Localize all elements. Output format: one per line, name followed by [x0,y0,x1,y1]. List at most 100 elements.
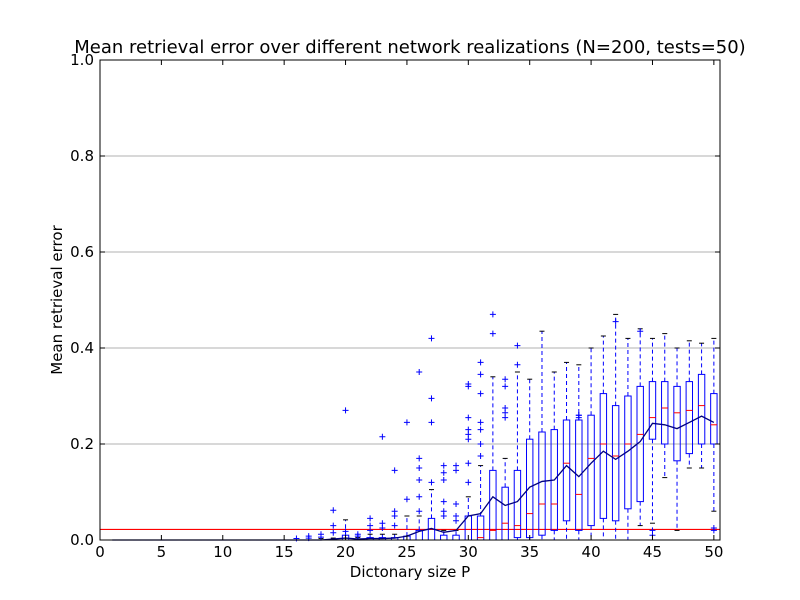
flier-point [612,318,619,325]
y-axis-label: Mean retrieval error [48,224,66,374]
flier-point [391,467,398,474]
y-tick-label: 0.6 [70,243,94,261]
flier-point [416,477,423,483]
x-tick-label: 40 [582,543,601,561]
flier-point [514,361,521,368]
flier-point [453,501,460,507]
x-tick-label: 20 [336,543,355,561]
flier-point [354,533,361,540]
flier-point [465,436,472,443]
y-tick-label: 0.0 [70,531,94,549]
x-tick-label: 45 [643,543,662,561]
flier-point [330,522,337,529]
x-tick-label: 30 [459,543,478,561]
flier-point [465,479,472,486]
flier-point [317,534,324,541]
flier-point [391,522,398,529]
flier-point [710,527,717,534]
y-tick-label: 0.2 [70,435,94,453]
box-39 [575,364,583,541]
flier-point [342,407,349,414]
box-body [661,381,669,445]
box-body [624,395,632,510]
flier-point [416,369,423,375]
flier-point [379,525,386,531]
x-axis-label: Dictonary size P [350,563,470,581]
flier-point [514,342,521,349]
flier-point [440,462,447,469]
box-49 [697,342,706,469]
box-body [513,469,522,539]
box-41 [599,335,608,541]
box-body [697,373,706,445]
flier-point [465,383,472,390]
flier-point [342,528,349,535]
x-tick-label: 0 [95,543,105,561]
flier-point [502,376,509,383]
flier-point [440,513,447,519]
box-40 [587,347,595,541]
flier-point [637,328,644,335]
flier-point [403,419,410,426]
flier-point [477,453,484,459]
box-31 [476,359,485,541]
chart-title: Mean retrieval error over different netw… [74,37,745,58]
flier-point [477,441,484,447]
box-body [611,405,620,522]
flier-point [428,419,435,426]
flier-point [477,390,484,397]
flier-point [367,527,374,534]
flier-point [477,419,484,426]
flier-point [477,359,484,366]
flier-point [489,311,496,318]
plot-frame [99,59,721,541]
flier-point [453,517,460,524]
flier-point [440,498,447,505]
flier-point [379,433,386,440]
x-tick-label: 50 [704,543,723,561]
box-body [710,393,718,445]
axes: 0 5 10 15 20 25 30 35 40 45 50 0.0 0.2 0.4 0.6 0.8 1.0 [70,51,723,561]
flier-point [428,395,435,402]
flier-point [465,460,472,467]
flier-point [453,467,460,474]
y-tick-label: 0.4 [70,339,94,357]
x-tick-label: 5 [157,543,167,561]
x-tick-label: 25 [397,543,416,561]
flier-point [367,515,374,522]
flier-point [403,496,410,503]
x-tick-label: 10 [213,543,232,561]
flier-point [330,507,337,514]
flier-point [502,383,509,390]
flier-point [416,465,423,471]
flier-point [477,426,484,433]
flier-point [428,479,435,486]
box-47 [673,347,681,531]
box-46 [661,333,669,479]
y-tick-label: 0.8 [70,147,94,165]
flier-point [477,371,484,378]
grid-lines [100,155,720,445]
flier-point [416,508,423,515]
box-48 [685,340,694,469]
flier-point [575,414,582,421]
flier-point [416,493,423,500]
box-body [685,381,694,455]
box-body [673,385,681,462]
box-body [648,381,657,440]
y-tick-label: 1.0 [70,51,94,69]
flier-point [440,477,447,483]
flier-point [440,469,447,476]
flier-point [330,529,337,536]
x-tick-label: 35 [520,543,539,561]
flier-point [391,513,398,519]
box-body [562,419,571,522]
flier-point [465,414,472,421]
flier-point [428,335,435,342]
box-body [587,414,595,527]
x-tick-label: 15 [275,543,294,561]
flier-point [502,414,509,421]
flier-point [416,455,423,462]
